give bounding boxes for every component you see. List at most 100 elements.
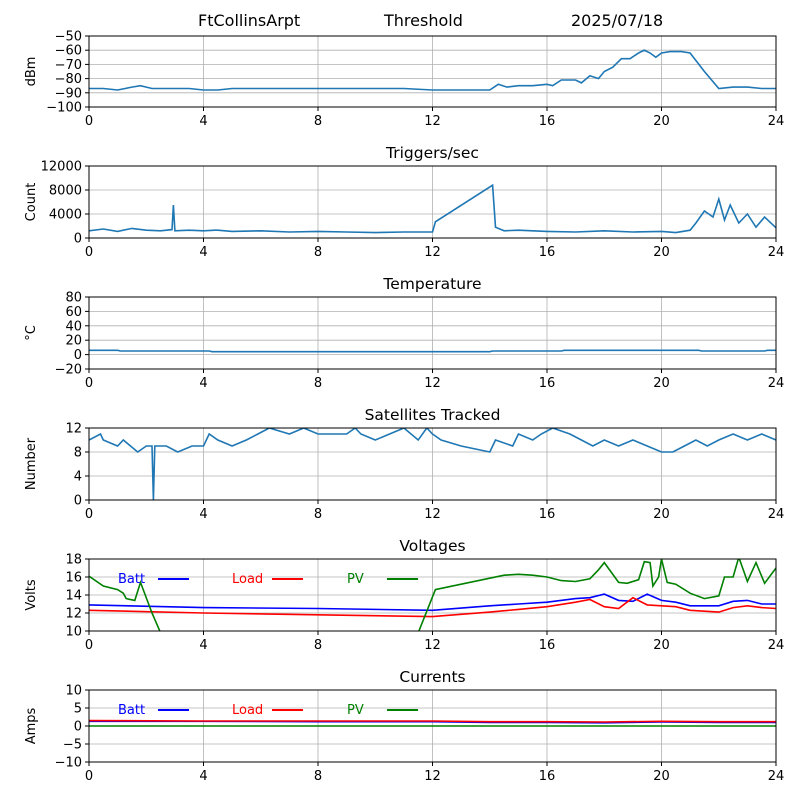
x-tick-label: 24: [768, 376, 785, 391]
y-tick-label: 8: [74, 446, 82, 461]
x-tick-label: 0: [85, 507, 93, 522]
y-tick-label: −80: [55, 72, 82, 87]
x-tick-label: 0: [85, 769, 93, 784]
x-tick-label: 4: [199, 245, 207, 260]
chart-title: Triggers/sec: [385, 144, 479, 162]
x-tick-label: 12: [424, 507, 441, 522]
y-tick-label: −90: [55, 86, 82, 101]
y-tick-label: −70: [55, 58, 82, 73]
x-tick-label: 20: [653, 245, 670, 260]
x-tick-label: 24: [768, 507, 785, 522]
x-tick-label: 8: [314, 376, 322, 391]
x-tick-label: 16: [539, 638, 556, 653]
y-tick-label: 60: [65, 305, 82, 320]
y-tick-label: 12000: [41, 160, 82, 175]
x-tick-label: 0: [85, 245, 93, 260]
y-axis-label: Count: [24, 183, 39, 222]
mode-label: Threshold: [384, 11, 463, 30]
y-tick-label: −100: [46, 101, 82, 116]
x-tick-label: 20: [653, 638, 670, 653]
y-tick-label: 10: [65, 625, 82, 640]
y-tick-label: 20: [65, 334, 82, 349]
series-line-p1-0: [89, 183, 776, 234]
date-label: 2025/07/18: [571, 11, 664, 30]
x-tick-label: 16: [539, 507, 556, 522]
x-tick-label: 0: [85, 376, 93, 391]
x-tick-label: 0: [85, 638, 93, 653]
series-line-load: [89, 719, 776, 723]
legend-label-batt: Batt: [118, 572, 145, 587]
x-tick-label: 16: [539, 376, 556, 391]
y-axis-label: dBm: [24, 57, 39, 87]
x-tick-label: 4: [199, 769, 207, 784]
y-tick-label: 0: [74, 494, 82, 509]
x-tick-label: 24: [768, 769, 785, 784]
y-tick-label: 14: [65, 589, 82, 604]
chart-title: Voltages: [399, 537, 465, 555]
y-tick-label: 4: [74, 470, 82, 485]
x-tick-label: 12: [424, 638, 441, 653]
y-tick-label: −5: [63, 738, 82, 753]
y-tick-label: 0: [74, 348, 82, 363]
x-tick-label: 12: [424, 245, 441, 260]
x-tick-label: 8: [314, 638, 322, 653]
x-tick-label: 8: [314, 507, 322, 522]
y-tick-label: 10: [65, 684, 82, 699]
legend-label-pv: PV: [347, 572, 364, 587]
x-tick-label: 16: [539, 769, 556, 784]
x-tick-label: 24: [768, 114, 785, 129]
y-tick-label: 0: [74, 232, 82, 247]
x-tick-label: 4: [199, 507, 207, 522]
x-tick-label: 4: [199, 114, 207, 129]
x-tick-label: 8: [314, 245, 322, 260]
station-name: FtCollinsArpt: [198, 11, 301, 30]
series-line-p0-0: [89, 49, 776, 91]
series-line-pv: [89, 559, 776, 631]
x-tick-label: 12: [424, 114, 441, 129]
legend-label-load: Load: [232, 703, 263, 718]
x-tick-label: 4: [199, 638, 207, 653]
x-tick-label: 16: [539, 114, 556, 129]
y-tick-label: 12: [65, 607, 82, 622]
y-tick-label: −50: [55, 30, 82, 45]
x-tick-label: 20: [653, 507, 670, 522]
x-tick-label: 24: [768, 245, 785, 260]
y-axis-label: °C: [24, 325, 39, 341]
y-tick-label: −60: [55, 44, 82, 59]
y-tick-label: 40: [65, 319, 82, 334]
series-line-p2-0: [89, 349, 776, 353]
y-tick-label: 16: [65, 571, 82, 586]
x-tick-label: 24: [768, 638, 785, 653]
x-tick-label: 20: [653, 769, 670, 784]
y-tick-label: −20: [55, 363, 82, 378]
y-axis-label: Number: [24, 437, 39, 490]
x-tick-label: 20: [653, 114, 670, 129]
x-tick-label: 8: [314, 114, 322, 129]
y-tick-label: 80: [65, 291, 82, 306]
y-tick-label: −10: [55, 756, 82, 771]
x-tick-label: 16: [539, 245, 556, 260]
y-tick-label: 8000: [49, 184, 82, 199]
y-tick-label: 0: [74, 720, 82, 735]
chart-title: Satellites Tracked: [365, 406, 501, 424]
y-axis-label: Volts: [24, 579, 39, 611]
x-tick-label: 12: [424, 376, 441, 391]
x-tick-label: 4: [199, 376, 207, 391]
legend-label-pv: PV: [347, 703, 364, 718]
series-line-batt: [89, 593, 776, 612]
chart-title: Temperature: [382, 275, 481, 293]
y-tick-label: 12: [65, 422, 82, 437]
legend-label-batt: Batt: [118, 703, 145, 718]
x-tick-label: 12: [424, 769, 441, 784]
series-line-load: [89, 596, 776, 618]
chart-title: Currents: [399, 668, 465, 686]
y-axis-label: Amps: [24, 707, 39, 744]
x-tick-label: 8: [314, 769, 322, 784]
x-tick-label: 0: [85, 114, 93, 129]
legend-label-load: Load: [232, 572, 263, 587]
y-tick-label: 18: [65, 553, 82, 568]
y-tick-label: 4000: [49, 208, 82, 223]
x-tick-label: 20: [653, 376, 670, 391]
y-tick-label: 5: [74, 702, 82, 717]
